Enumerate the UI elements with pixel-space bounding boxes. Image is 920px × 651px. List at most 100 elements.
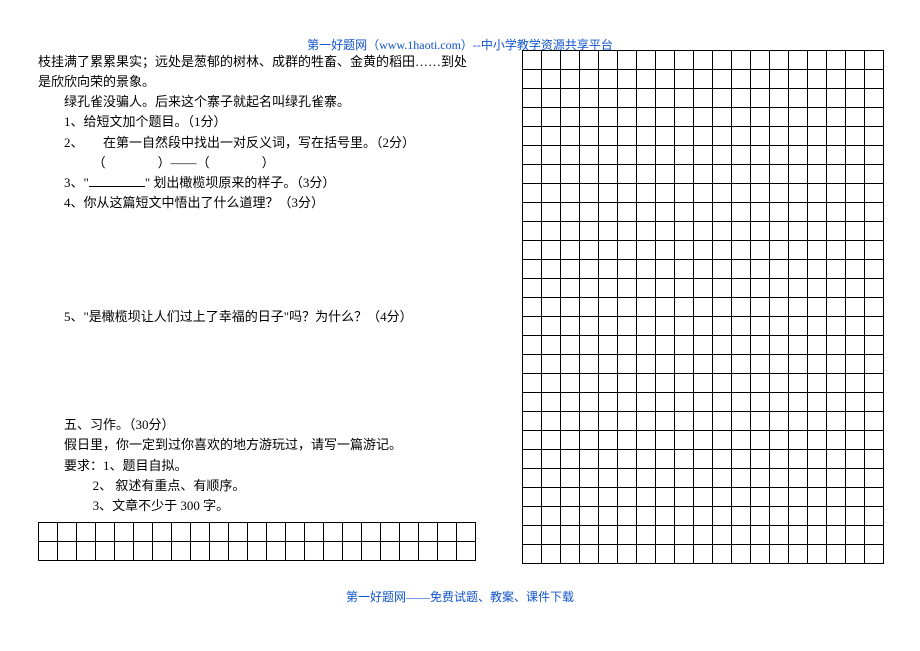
grid-cell: [561, 89, 580, 108]
grid-cell: [713, 260, 732, 279]
grid-cell: [618, 222, 637, 241]
grid-cell: [770, 545, 789, 564]
grid-cell: [827, 203, 846, 222]
grid-cell: [694, 165, 713, 184]
grid-cell: [770, 241, 789, 260]
grid-cell: [846, 336, 865, 355]
grid-cell: [523, 298, 542, 317]
grid-cell: [580, 241, 599, 260]
grid-cell: [542, 431, 561, 450]
grid-cell: [618, 146, 637, 165]
grid-cell: [751, 279, 770, 298]
grid-cell: [751, 127, 770, 146]
grid-cell: [865, 279, 884, 298]
grid-cell: [751, 184, 770, 203]
grid-cell: [523, 374, 542, 393]
grid-cell: [580, 51, 599, 70]
grid-cell: [846, 526, 865, 545]
grid-cell: [618, 431, 637, 450]
grid-cell: [542, 70, 561, 89]
grid-cell: [713, 279, 732, 298]
grid-cell: [561, 260, 580, 279]
grid-cell: [827, 108, 846, 127]
grid-cell: [808, 488, 827, 507]
grid-cell: [789, 222, 808, 241]
grid-cell: [713, 545, 732, 564]
grid-cell: [751, 260, 770, 279]
question-1: 1、给短文加个题目。（1分）: [38, 112, 476, 132]
grid-cell: [713, 412, 732, 431]
grid-cell: [438, 542, 457, 561]
grid-cell: [808, 146, 827, 165]
grid-cell: [637, 298, 656, 317]
grid-cell: [656, 355, 675, 374]
writing-grid-bottom: [38, 522, 476, 561]
grid-cell: [846, 146, 865, 165]
grid-cell: [637, 108, 656, 127]
grid-cell: [694, 146, 713, 165]
grid-cell: [675, 279, 694, 298]
grid-cell: [789, 450, 808, 469]
grid-cell: [808, 165, 827, 184]
grid-cell: [770, 108, 789, 127]
grid-cell: [713, 70, 732, 89]
grid-cell: [542, 279, 561, 298]
grid-cell: [618, 70, 637, 89]
grid-cell: [191, 542, 210, 561]
grid-cell: [599, 355, 618, 374]
grid-cell: [618, 355, 637, 374]
grid-cell: [561, 450, 580, 469]
grid-cell: [675, 545, 694, 564]
grid-cell: [599, 469, 618, 488]
section-5-req3: 3、文章不少于 300 字。: [38, 496, 476, 516]
grid-cell: [637, 70, 656, 89]
grid-cell: [789, 545, 808, 564]
grid-cell: [542, 488, 561, 507]
grid-cell: [789, 298, 808, 317]
grid-cell: [751, 526, 770, 545]
grid-cell: [751, 89, 770, 108]
grid-cell: [675, 317, 694, 336]
grid-cell: [618, 108, 637, 127]
grid-cell: [675, 336, 694, 355]
grid-cell: [656, 146, 675, 165]
grid-cell: [134, 542, 153, 561]
grid-cell: [751, 146, 770, 165]
grid-cell: [770, 298, 789, 317]
grid-cell: [789, 241, 808, 260]
grid-cell: [561, 279, 580, 298]
grid-cell: [561, 545, 580, 564]
grid-cell: [381, 523, 400, 542]
section-5-prompt: 假日里，你一定到过你喜欢的地方游玩过，请写一篇游记。: [38, 435, 476, 455]
grid-cell: [846, 393, 865, 412]
grid-cell: [827, 431, 846, 450]
grid-cell: [732, 469, 751, 488]
grid-cell: [675, 431, 694, 450]
grid-cell: [732, 412, 751, 431]
grid-cell: [542, 526, 561, 545]
grid-cell: [808, 450, 827, 469]
question-3: 3、"" 划出橄榄坝原来的样子。（3分）: [38, 173, 476, 193]
grid-cell: [656, 336, 675, 355]
grid-cell: [656, 203, 675, 222]
grid-cell: [751, 545, 770, 564]
grid-cell: [846, 545, 865, 564]
grid-cell: [694, 526, 713, 545]
grid-cell: [827, 507, 846, 526]
grid-cell: [523, 222, 542, 241]
grid-cell: [675, 355, 694, 374]
grid-cell: [542, 469, 561, 488]
grid-cell: [732, 507, 751, 526]
grid-cell: [618, 298, 637, 317]
grid-cell: [523, 127, 542, 146]
grid-cell: [770, 222, 789, 241]
grid-cell: [770, 70, 789, 89]
grid-cell: [770, 51, 789, 70]
grid-cell: [542, 241, 561, 260]
grid-cell: [637, 184, 656, 203]
grid-cell: [656, 374, 675, 393]
grid-cell: [827, 317, 846, 336]
grid-cell: [675, 393, 694, 412]
grid-cell: [865, 374, 884, 393]
grid-cell: [618, 450, 637, 469]
